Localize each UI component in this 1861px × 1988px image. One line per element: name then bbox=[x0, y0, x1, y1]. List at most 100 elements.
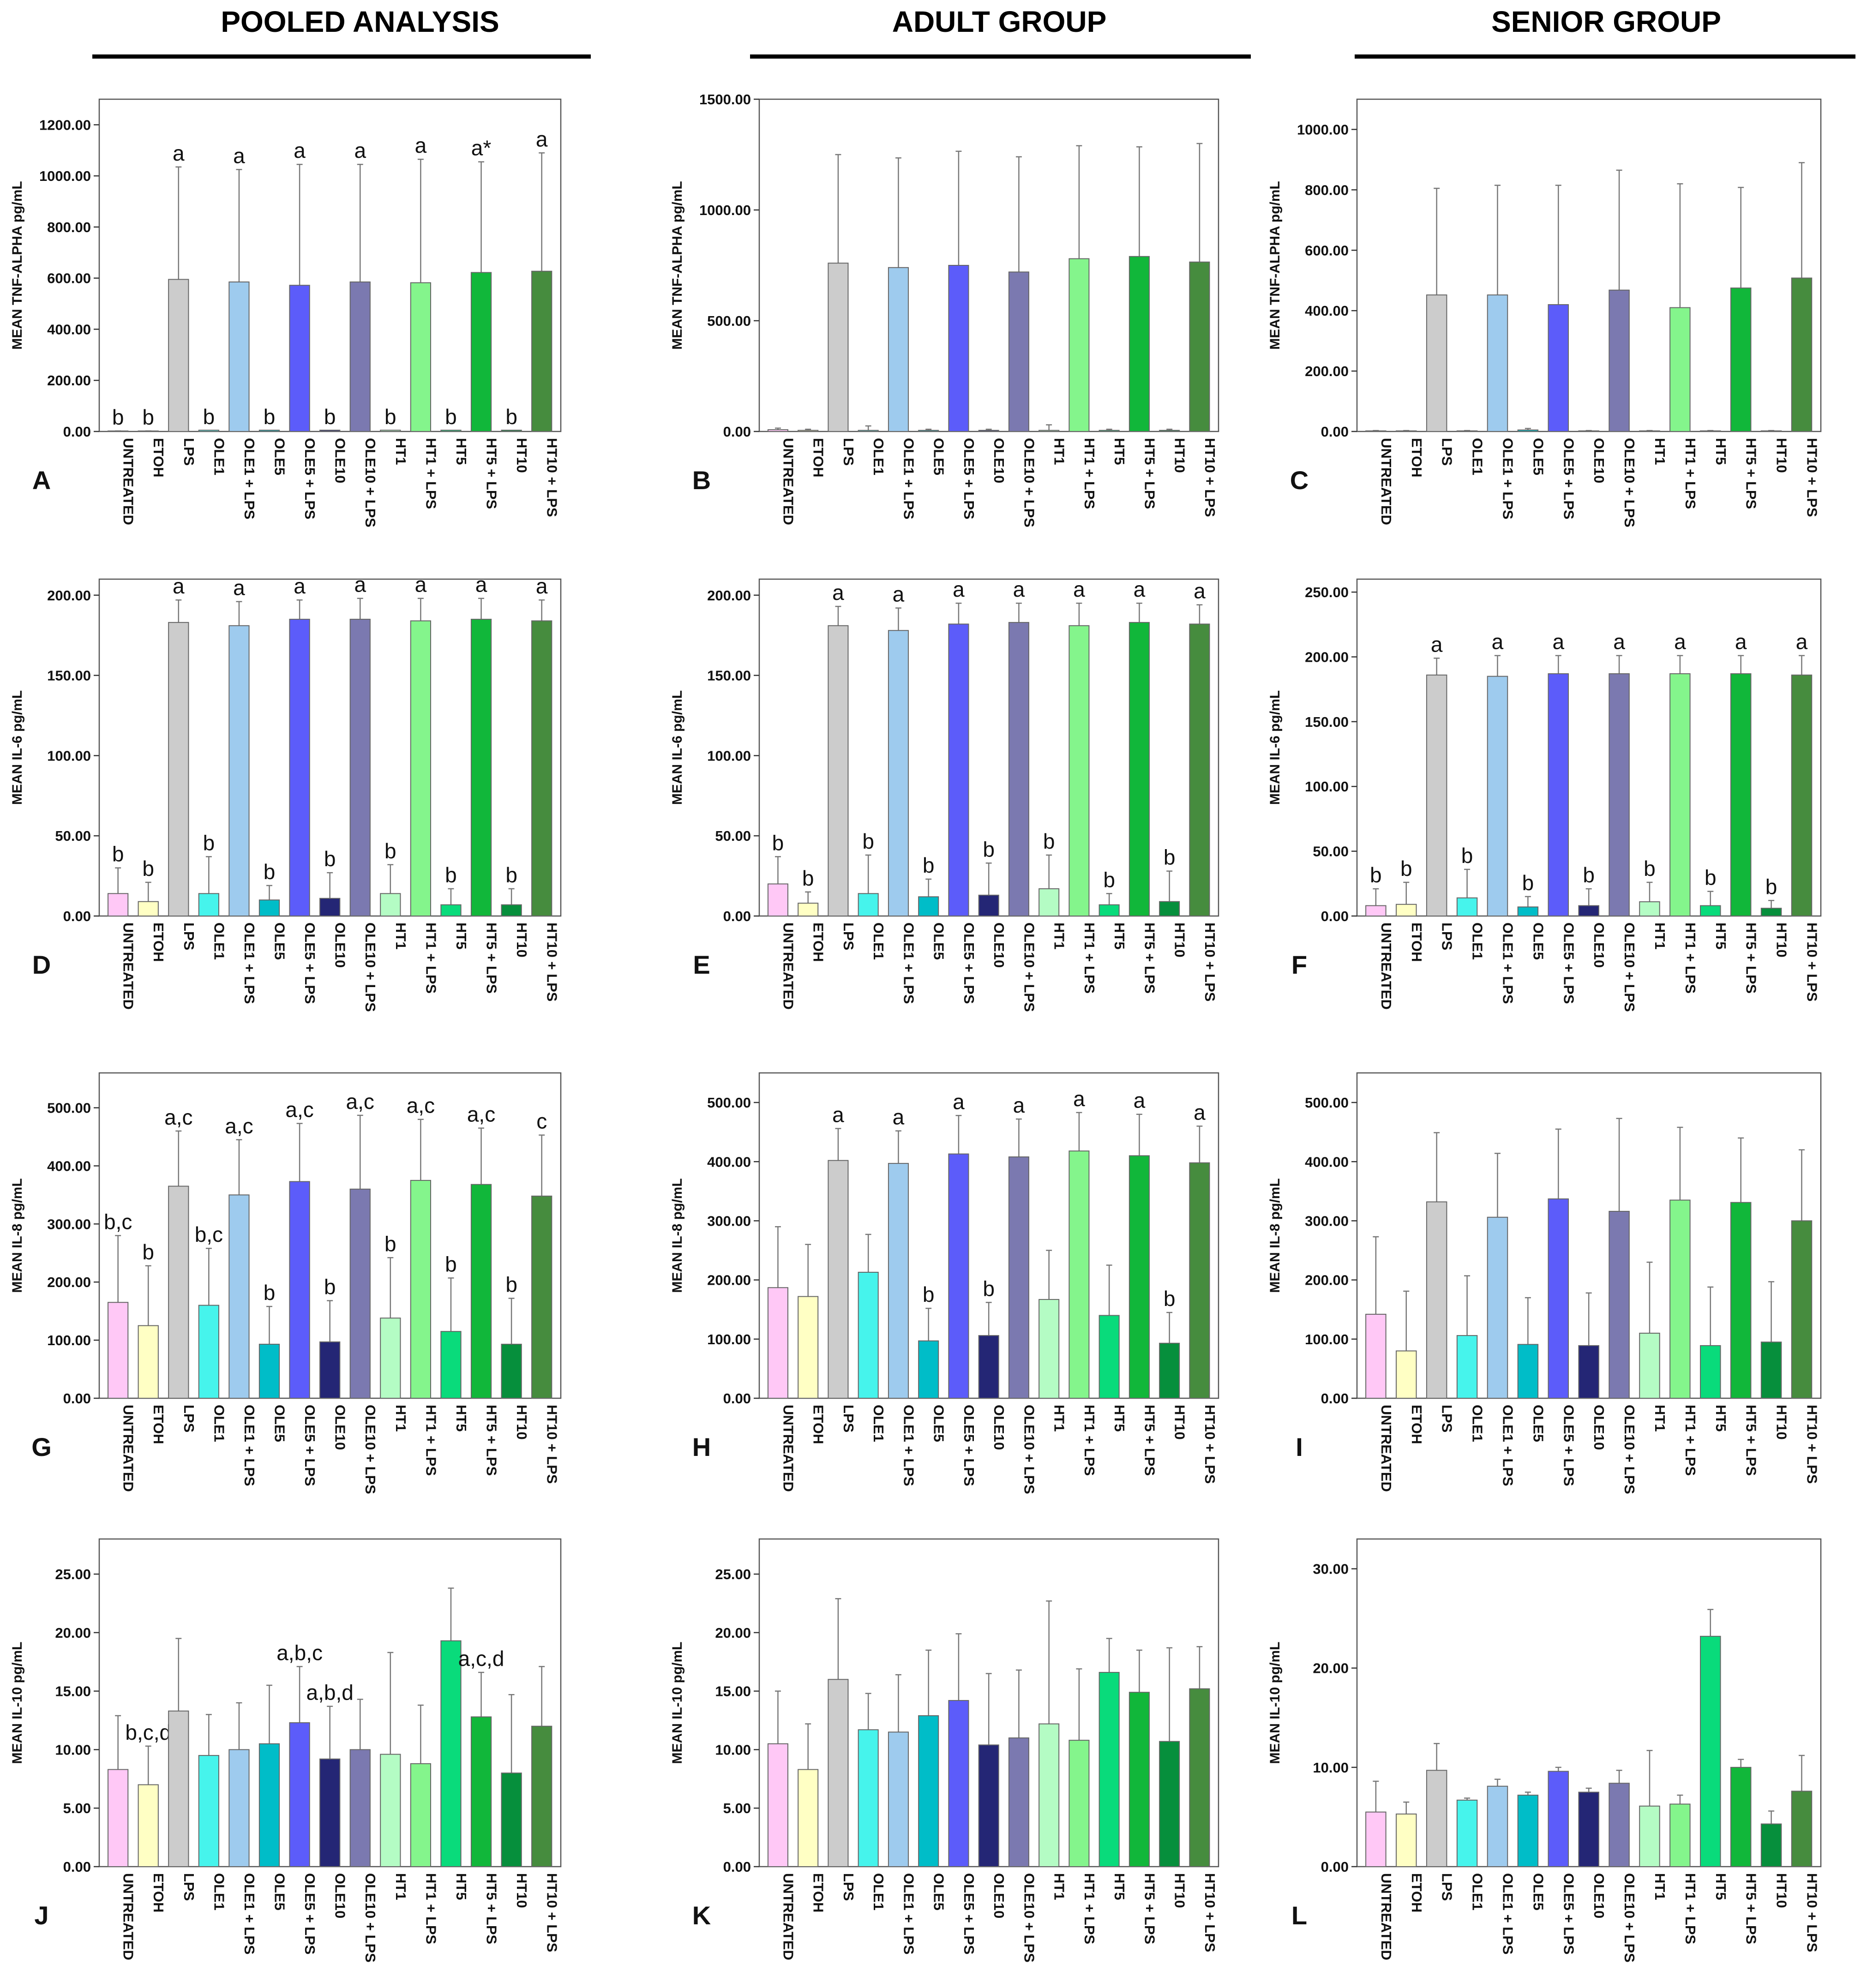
x-tick-label: UNTREATED bbox=[1378, 1873, 1394, 1960]
y-tick-label: 500.00 bbox=[707, 313, 751, 329]
chart-panel-g: 0.00 100.00 200.00 300.00 400.00 500.00 MEAN I… bbox=[10, 1072, 562, 1494]
bar-etoh bbox=[1396, 904, 1417, 916]
significance-label: a,b,c bbox=[276, 1641, 323, 1665]
bar-ht10-lps bbox=[531, 620, 552, 916]
bar-ole10-lps bbox=[349, 281, 371, 432]
significance-label: a bbox=[233, 144, 245, 168]
chart-panel-k: 0.00 5.00 10.00 15.00 20.00 25.00 MEAN IL-10 p… bbox=[670, 1538, 1219, 1963]
significance-label: b bbox=[1164, 845, 1176, 869]
bar-ole1-lps bbox=[888, 267, 909, 432]
bar-ole1-lps bbox=[888, 630, 909, 916]
bar-ole5-lps bbox=[289, 285, 310, 432]
x-tick-label: LPS bbox=[840, 922, 857, 950]
significance-label: b bbox=[445, 863, 457, 887]
header-adult-rule bbox=[750, 54, 1251, 59]
chart-panel-d: 0.00 50.00 100.00 150.00 200.00 MEAN IL-6 pg/… bbox=[10, 573, 562, 1012]
bar-ht5-lps bbox=[470, 618, 492, 916]
significance-label: b bbox=[505, 405, 517, 429]
panel-letter: C bbox=[1290, 466, 1309, 495]
y-tick-label: 100.00 bbox=[47, 1332, 91, 1348]
bar-etoh bbox=[798, 903, 819, 916]
x-tick-label: UNTREATED bbox=[780, 1873, 796, 1960]
bar-ole1 bbox=[198, 893, 220, 917]
significance-label: a bbox=[832, 1102, 844, 1126]
significance-label: a bbox=[1013, 1093, 1025, 1117]
significance-label: b bbox=[445, 1252, 457, 1276]
significance-label: a bbox=[415, 133, 427, 157]
significance-label: b bbox=[862, 829, 874, 853]
bar-ole1-lps bbox=[228, 625, 250, 917]
panel-letter: F bbox=[1291, 950, 1307, 979]
y-tick-label: 500.00 bbox=[47, 1100, 91, 1116]
x-tick-label: OLE5 bbox=[272, 1405, 288, 1442]
bar-ht5 bbox=[1700, 1635, 1721, 1867]
x-tick-label: HT1 bbox=[1051, 1405, 1068, 1432]
y-axis-label: MEAN IL-10 pg/mL bbox=[1267, 1641, 1283, 1764]
bar-ole1 bbox=[198, 1305, 220, 1399]
bar-ole5-lps bbox=[289, 618, 310, 916]
bar-ole5-lps bbox=[289, 1722, 310, 1868]
significance-label: a bbox=[1073, 577, 1085, 601]
x-tick-label: HT5 bbox=[1111, 922, 1128, 950]
bar-lps bbox=[1426, 1201, 1447, 1399]
significance-label: a bbox=[1613, 630, 1625, 654]
significance-label: b bbox=[264, 405, 276, 429]
bar-etoh bbox=[1396, 1813, 1417, 1868]
y-tick-label: 600.00 bbox=[1305, 242, 1349, 258]
bar-ole1 bbox=[1456, 897, 1478, 916]
x-tick-label: OLE1 + LPS bbox=[900, 438, 917, 520]
x-tick-label: OLE5 bbox=[1530, 1405, 1546, 1442]
x-tick-label: OLE1 bbox=[211, 922, 227, 960]
chart-panel-i: 0.00 100.00 200.00 300.00 400.00 500.00 MEAN I… bbox=[1267, 1072, 1822, 1494]
significance-label: a bbox=[536, 574, 548, 598]
x-tick-label: HT10 bbox=[1172, 1873, 1188, 1908]
y-tick-label: 20.00 bbox=[55, 1625, 91, 1641]
x-tick-label: OLE10 + LPS bbox=[1621, 1405, 1638, 1494]
significance-label: b bbox=[112, 405, 124, 429]
bar-ole5-lps bbox=[1548, 304, 1569, 432]
bar-ht5 bbox=[1099, 1672, 1120, 1868]
y-tick-label: 250.00 bbox=[1305, 584, 1349, 600]
x-tick-label: HT1 bbox=[1051, 922, 1068, 950]
x-tick-label: HT5 + LPS bbox=[484, 922, 500, 994]
bar-ole5-lps bbox=[289, 1181, 310, 1399]
x-tick-label: LPS bbox=[1439, 1405, 1455, 1432]
y-tick-label: 25.00 bbox=[55, 1566, 91, 1582]
x-tick-label: OLE5 + LPS bbox=[1561, 922, 1577, 1004]
x-tick-label: HT10 + LPS bbox=[1202, 1873, 1218, 1952]
y-tick-label: 25.00 bbox=[715, 1566, 751, 1582]
significance-label: b bbox=[384, 405, 396, 429]
significance-label: b bbox=[203, 831, 215, 855]
significance-label: a bbox=[475, 573, 487, 597]
y-tick-label: 400.00 bbox=[47, 321, 91, 337]
x-tick-label: HT5 + LPS bbox=[1743, 438, 1759, 509]
bar-ht1 bbox=[380, 430, 401, 432]
bar-lps bbox=[168, 279, 189, 432]
header-senior: SENIOR GROUP bbox=[1491, 5, 1721, 38]
bar-ht10-lps bbox=[531, 270, 552, 432]
significance-label: a,c bbox=[225, 1114, 253, 1138]
bar-ht5 bbox=[1700, 905, 1721, 916]
bar-ole5 bbox=[258, 1743, 280, 1867]
bar-ole5-lps bbox=[948, 623, 969, 917]
x-tick-label: OLE1 + LPS bbox=[1500, 1405, 1516, 1486]
bar-ht1-lps bbox=[1669, 1803, 1691, 1868]
x-tick-label: ETOH bbox=[810, 438, 827, 478]
y-tick-label: 0.00 bbox=[723, 1390, 751, 1407]
x-tick-label: HT10 bbox=[1774, 438, 1790, 473]
x-tick-label: LPS bbox=[840, 438, 857, 466]
bar-lps bbox=[828, 625, 849, 917]
x-tick-label: HT10 bbox=[1774, 922, 1790, 958]
bar-ht10-lps bbox=[1791, 1790, 1813, 1868]
x-tick-label: HT1 + LPS bbox=[1682, 1873, 1699, 1944]
y-axis-label: MEAN IL-8 pg/mL bbox=[670, 1178, 685, 1293]
bar-ht10-lps bbox=[1189, 1162, 1210, 1399]
x-tick-label: LPS bbox=[1439, 922, 1455, 950]
x-tick-label: OLE1 bbox=[1470, 1405, 1486, 1442]
bar-untreated bbox=[767, 1743, 788, 1867]
x-tick-label: ETOH bbox=[810, 1873, 827, 1913]
x-tick-label: OLE10 + LPS bbox=[362, 438, 378, 527]
y-tick-label: 10.00 bbox=[1313, 1760, 1349, 1776]
bar-lps bbox=[168, 1710, 189, 1867]
bar-ole5 bbox=[918, 1340, 939, 1399]
